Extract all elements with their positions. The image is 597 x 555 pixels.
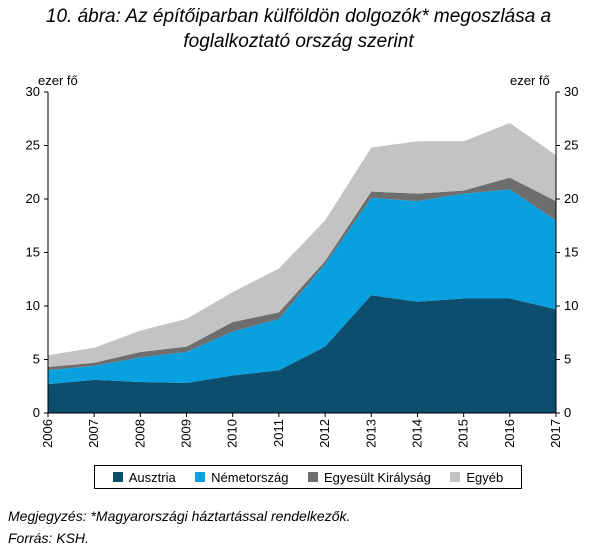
x-tick-label: 2007 bbox=[86, 419, 101, 448]
stacked-area-chart: 0 5 10 15 20 25 30 0 5 10 15 20 25 30 2006 2007 2008 2009… bbox=[26, 84, 579, 448]
x-tick-label: 2009 bbox=[179, 419, 194, 448]
y-tick-label: 0 bbox=[33, 405, 40, 420]
y2-tick-label: 5 bbox=[564, 352, 571, 367]
y-tick-label: 20 bbox=[26, 191, 40, 206]
x-tick-label: 2014 bbox=[409, 419, 424, 448]
x-tick-label: 2012 bbox=[317, 419, 332, 448]
x-tick-label: 2011 bbox=[271, 419, 286, 447]
legend-swatch bbox=[450, 472, 461, 482]
chart-title-line-2: foglalkoztató ország szerint bbox=[183, 31, 414, 52]
area-series-1 bbox=[48, 189, 556, 385]
x-tick-label: 2008 bbox=[132, 419, 147, 448]
area-series-0 bbox=[48, 295, 556, 413]
x-tick-label: 2010 bbox=[225, 419, 240, 448]
y2-tick-label: 0 bbox=[564, 405, 571, 420]
y-tick-label: 30 bbox=[26, 84, 40, 99]
y2-tick-label: 10 bbox=[564, 298, 578, 313]
left-axis-unit: ezer fő bbox=[38, 73, 78, 88]
chart-legend: Ausztria Németország Egyesült Királyság Egy… bbox=[94, 465, 522, 489]
chart-title: 10. ábra: Az építőiparban külföldön dolg… bbox=[0, 4, 597, 54]
chart-notes: Megjegyzés: *Magyarországi háztartással … bbox=[8, 505, 350, 549]
y2-tick-label: 30 bbox=[564, 84, 578, 99]
x-tick-label: 2016 bbox=[502, 419, 517, 448]
y2-tick-label: 15 bbox=[564, 245, 578, 260]
y-tick-label: 10 bbox=[26, 298, 40, 313]
legend-label: Egyesült Királyság bbox=[323, 469, 431, 485]
x-tick-label: 2006 bbox=[40, 419, 55, 448]
y-tick-label: 25 bbox=[26, 138, 40, 153]
y-tick-label: 15 bbox=[26, 245, 40, 260]
legend-label: Ausztria bbox=[128, 469, 176, 485]
y-tick-label: 5 bbox=[33, 352, 40, 367]
legend-item: Egyéb bbox=[450, 470, 503, 485]
legend-label: Egyéb bbox=[466, 469, 504, 485]
right-axis-unit: ezer fő bbox=[510, 73, 550, 88]
legend-swatch bbox=[307, 472, 318, 482]
legend-label: Németország bbox=[211, 469, 289, 485]
legend-item: Egyesült Királyság bbox=[307, 469, 431, 485]
legend-item: Németország bbox=[195, 470, 288, 485]
area-series-3 bbox=[48, 123, 556, 367]
legend-item: Ausztria bbox=[112, 469, 176, 485]
x-tick-label: 2013 bbox=[363, 419, 378, 448]
legend-swatch bbox=[195, 472, 206, 482]
note-text: Megjegyzés: *Magyarországi háztartással … bbox=[8, 508, 351, 524]
legend-swatch bbox=[112, 472, 123, 482]
y2-tick-label: 20 bbox=[564, 191, 578, 206]
x-tick-label: 2017 bbox=[548, 419, 563, 448]
y2-tick-label: 25 bbox=[564, 138, 578, 153]
chart-title-line-1: 10. ábra: Az építőiparban külföldön dolg… bbox=[45, 6, 552, 27]
x-tick-label: 2015 bbox=[456, 419, 471, 448]
source-text: Forrás: KSH. bbox=[8, 530, 89, 546]
